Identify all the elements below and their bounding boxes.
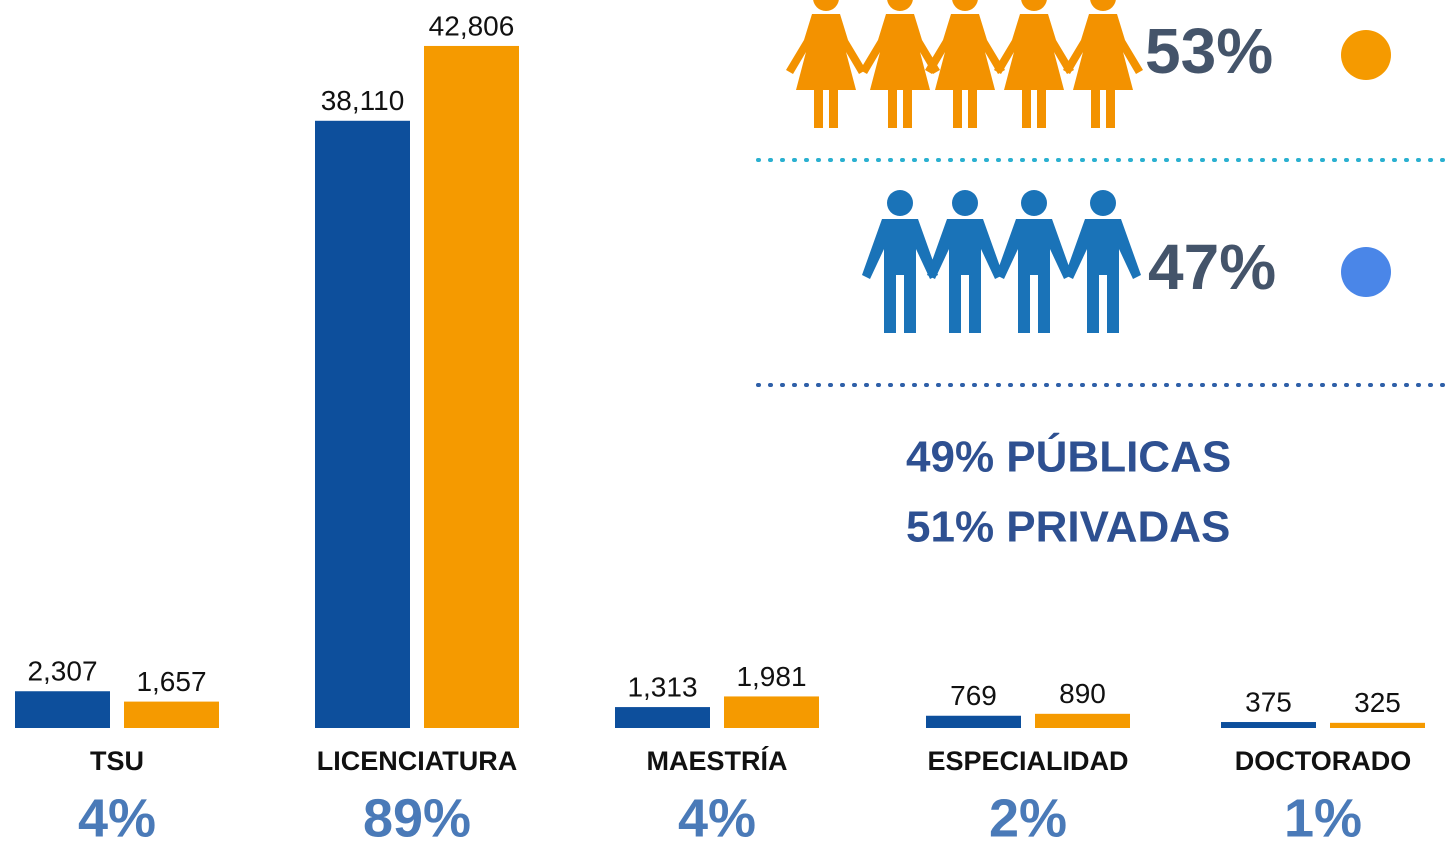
- bar: [315, 120, 410, 729]
- value-label: 2,307: [27, 656, 97, 687]
- category-label: MAESTRÍA: [647, 745, 788, 776]
- woman-icon: [994, 0, 1074, 128]
- share-label: 4%: [678, 788, 756, 843]
- share-label: 1%: [1284, 788, 1362, 843]
- value-label: 1,981: [736, 661, 806, 692]
- bar: [926, 715, 1021, 728]
- value-label: 375: [1245, 686, 1292, 717]
- bar: [15, 691, 110, 728]
- women-share: 53%: [1145, 15, 1273, 87]
- category-label: LICENCIATURA: [317, 746, 517, 776]
- share-label: 4%: [78, 788, 156, 843]
- value-label: 890: [1059, 678, 1106, 709]
- man-icon: [862, 190, 938, 333]
- category-label: TSU: [90, 746, 144, 776]
- woman-icon: [860, 0, 940, 128]
- share-label: 2%: [989, 788, 1067, 843]
- man-icon: [1065, 190, 1141, 333]
- bar: [1035, 713, 1130, 728]
- value-label: 325: [1354, 687, 1401, 718]
- bar: [615, 707, 710, 728]
- bar: [124, 701, 219, 728]
- share-label: 89%: [363, 788, 471, 843]
- women-icons: [786, 0, 1143, 128]
- woman-icon: [786, 0, 866, 128]
- category-label: ESPECIALIDAD: [927, 746, 1128, 776]
- men-dot: [1341, 247, 1391, 297]
- woman-icon: [925, 0, 1005, 128]
- women-dot: [1341, 30, 1391, 80]
- category-label: DOCTORADO: [1235, 746, 1412, 776]
- bar: [724, 696, 819, 728]
- men-icons: [862, 190, 1141, 333]
- value-label: 1,657: [136, 666, 206, 697]
- institutions-private: 51% PRIVADAS: [906, 503, 1230, 552]
- value-label: 769: [950, 680, 997, 711]
- man-icon: [996, 190, 1072, 333]
- men-share: 47%: [1148, 231, 1276, 303]
- value-label: 42,806: [429, 10, 515, 41]
- bar: [424, 45, 519, 728]
- bar: [1221, 722, 1316, 728]
- value-label: 38,110: [321, 85, 405, 116]
- man-icon: [927, 190, 1003, 333]
- bar: [1330, 722, 1425, 728]
- woman-icon: [1063, 0, 1143, 128]
- institutions-public: 49% PÚBLICAS: [906, 432, 1231, 482]
- value-label: 1,313: [627, 671, 697, 702]
